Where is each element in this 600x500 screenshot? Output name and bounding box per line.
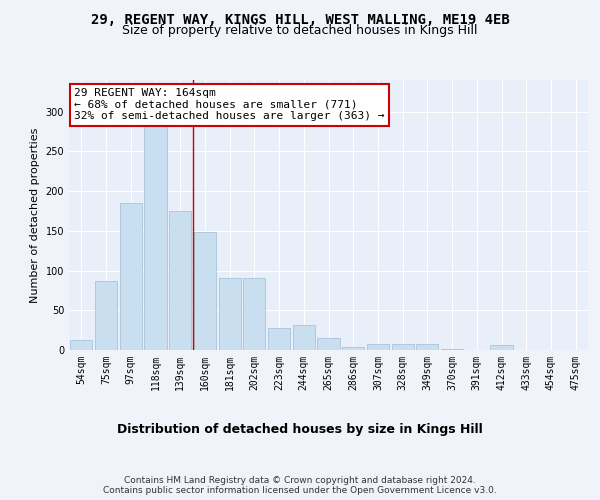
Text: Size of property relative to detached houses in Kings Hill: Size of property relative to detached ho…	[122, 24, 478, 37]
Bar	[243, 278, 265, 350]
Bar	[169, 211, 191, 350]
Bar	[218, 278, 241, 350]
Text: 29, REGENT WAY, KINGS HILL, WEST MALLING, ME19 4EB: 29, REGENT WAY, KINGS HILL, WEST MALLING…	[91, 12, 509, 26]
Bar	[293, 326, 315, 350]
Bar	[194, 232, 216, 350]
Bar	[342, 347, 364, 350]
Bar	[70, 340, 92, 350]
Text: Distribution of detached houses by size in Kings Hill: Distribution of detached houses by size …	[117, 422, 483, 436]
Bar	[392, 344, 414, 350]
Y-axis label: Number of detached properties: Number of detached properties	[30, 128, 40, 302]
Bar	[268, 328, 290, 350]
Bar	[145, 120, 167, 350]
Bar	[490, 345, 512, 350]
Text: Contains HM Land Registry data © Crown copyright and database right 2024.
Contai: Contains HM Land Registry data © Crown c…	[103, 476, 497, 495]
Bar	[441, 349, 463, 350]
Text: 29 REGENT WAY: 164sqm
← 68% of detached houses are smaller (771)
32% of semi-det: 29 REGENT WAY: 164sqm ← 68% of detached …	[74, 88, 385, 122]
Bar	[119, 203, 142, 350]
Bar	[416, 344, 439, 350]
Bar	[95, 281, 117, 350]
Bar	[317, 338, 340, 350]
Bar	[367, 344, 389, 350]
